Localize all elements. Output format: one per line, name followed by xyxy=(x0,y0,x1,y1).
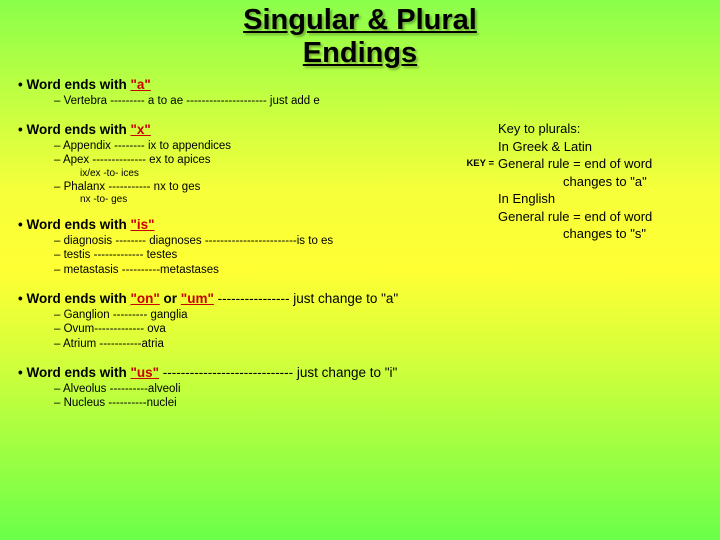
key-line-3: General rule = end of word xyxy=(498,155,708,173)
section-on: Word ends with "on" or "um" ------------… xyxy=(18,291,702,351)
section-us-head: Word ends with "us" --------------------… xyxy=(18,365,702,382)
section-on-ending2: "um" xyxy=(181,291,214,306)
title-line-2: Endings xyxy=(303,37,417,69)
section-a-prefix: Word ends with xyxy=(26,77,130,92)
section-a-head: Word ends with "a" xyxy=(18,77,702,94)
section-a-ending: "a" xyxy=(130,77,150,92)
section-a: Word ends with "a" Vertebra --------- a … xyxy=(18,77,702,108)
section-is-ending: "is" xyxy=(130,217,154,232)
key-line-2: In Greek & Latin xyxy=(498,138,708,156)
section-is-item-2: metastasis ----------metastases xyxy=(18,263,702,277)
title-line-1: Singular & Plural xyxy=(243,4,477,36)
section-x-ending: "x" xyxy=(130,122,150,137)
section-on-prefix: Word ends with xyxy=(26,291,130,306)
key-line-5: In English xyxy=(498,190,708,208)
key-label: KEY = xyxy=(466,158,494,169)
slide-title: Singular & Plural Endings xyxy=(0,0,720,71)
section-us-trail: ----------------------------- just chang… xyxy=(159,365,397,380)
section-is-prefix: Word ends with xyxy=(26,217,130,232)
section-on-item-2: Atrium -----------atria xyxy=(18,337,702,351)
section-is-item-1: testis ------------- testes xyxy=(18,248,702,262)
key-box: Key to plurals: In Greek & Latin General… xyxy=(498,120,708,243)
section-on-head: Word ends with "on" or "um" ------------… xyxy=(18,291,702,308)
section-on-mid: or xyxy=(160,291,181,306)
section-a-item-0: Vertebra --------- a to ae -------------… xyxy=(18,94,702,108)
key-line-6: General rule = end of word xyxy=(498,208,708,226)
section-us-ending: "us" xyxy=(130,365,159,380)
key-line-7: changes to "s" xyxy=(498,225,708,243)
section-us: Word ends with "us" --------------------… xyxy=(18,365,702,411)
section-us-item-1: Nucleus ----------nuclei xyxy=(18,396,702,410)
section-on-item-0: Ganglion --------- ganglia xyxy=(18,308,702,322)
section-us-prefix: Word ends with xyxy=(26,365,130,380)
key-line-1: Key to plurals: xyxy=(498,120,708,138)
section-x-prefix: Word ends with xyxy=(26,122,130,137)
key-line-4: changes to "a" xyxy=(498,173,708,191)
section-on-item-1: Ovum------------- ova xyxy=(18,322,702,336)
section-on-ending1: "on" xyxy=(130,291,159,306)
section-us-item-0: Alveolus ----------alveoli xyxy=(18,382,702,396)
section-on-trail: ---------------- just change to "a" xyxy=(214,291,398,306)
